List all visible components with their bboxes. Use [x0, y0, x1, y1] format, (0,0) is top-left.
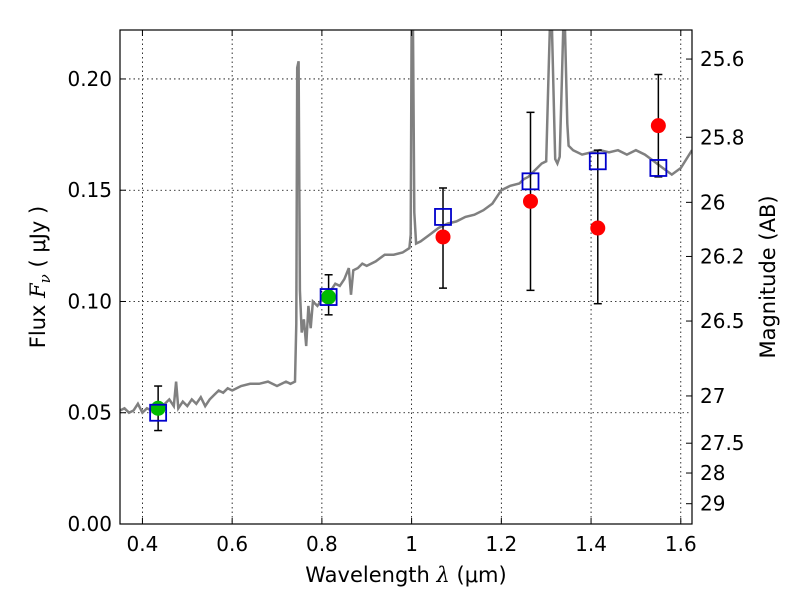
optical-data-point [321, 289, 337, 305]
y-tick-label: 0.10 [67, 289, 112, 313]
mag-tick-label: 26.2 [700, 244, 745, 268]
spectrum-line [120, 30, 692, 416]
x-tick-label: 0.8 [306, 532, 338, 556]
model-box [521, 172, 540, 191]
x-tick-label: 1 [405, 532, 418, 556]
observed-data-point [522, 193, 538, 209]
x-tick-label: 1.2 [485, 532, 517, 556]
y-tick-label: 0.15 [67, 178, 112, 202]
mag-tick-label: 27 [700, 384, 725, 408]
mag-tick-label: 27.5 [700, 431, 745, 455]
x-tick-label: 0.6 [216, 532, 248, 556]
optical-data-point [150, 400, 166, 416]
model-box [588, 152, 607, 171]
data-markers [149, 73, 668, 432]
model-box [649, 159, 668, 177]
x-tick-label: 1.4 [575, 532, 607, 556]
axis-ticks: 0.4 0.6 0.8 1 1.2 1.4 1.6 0.00 0.05 0.10 0.15 0.20 2… [67, 30, 745, 556]
mag-tick-label: 26 [700, 190, 725, 214]
observed-data-point [650, 118, 666, 134]
y-tick-label: 0.20 [67, 67, 112, 91]
model-box [319, 288, 338, 306]
y-tick-label: 0.05 [67, 401, 112, 425]
model-box [434, 208, 452, 226]
plot-frame [119, 29, 693, 525]
x-tick-label: 1.6 [665, 532, 697, 556]
y-tick-label: 0.00 [67, 512, 112, 536]
model-box [149, 403, 168, 422]
mag-tick-label: 26.5 [700, 309, 745, 333]
mag-tick-label: 28 [700, 461, 725, 485]
magnitude-axis-label: Magnitude (AB) [756, 195, 780, 358]
x-axis-label: Wavelength λ (μm) [305, 563, 506, 587]
x-tick-label: 0.4 [127, 532, 159, 556]
y-axis-label: Flux Fν ( μJy ) [26, 206, 54, 348]
observed-data-point [435, 229, 451, 245]
mag-tick-label: 29 [700, 492, 725, 516]
mag-tick-label: 25.8 [700, 125, 745, 149]
observed-data-point [590, 220, 606, 236]
mag-tick-label: 25.6 [700, 47, 745, 71]
grid-lines [120, 30, 692, 525]
